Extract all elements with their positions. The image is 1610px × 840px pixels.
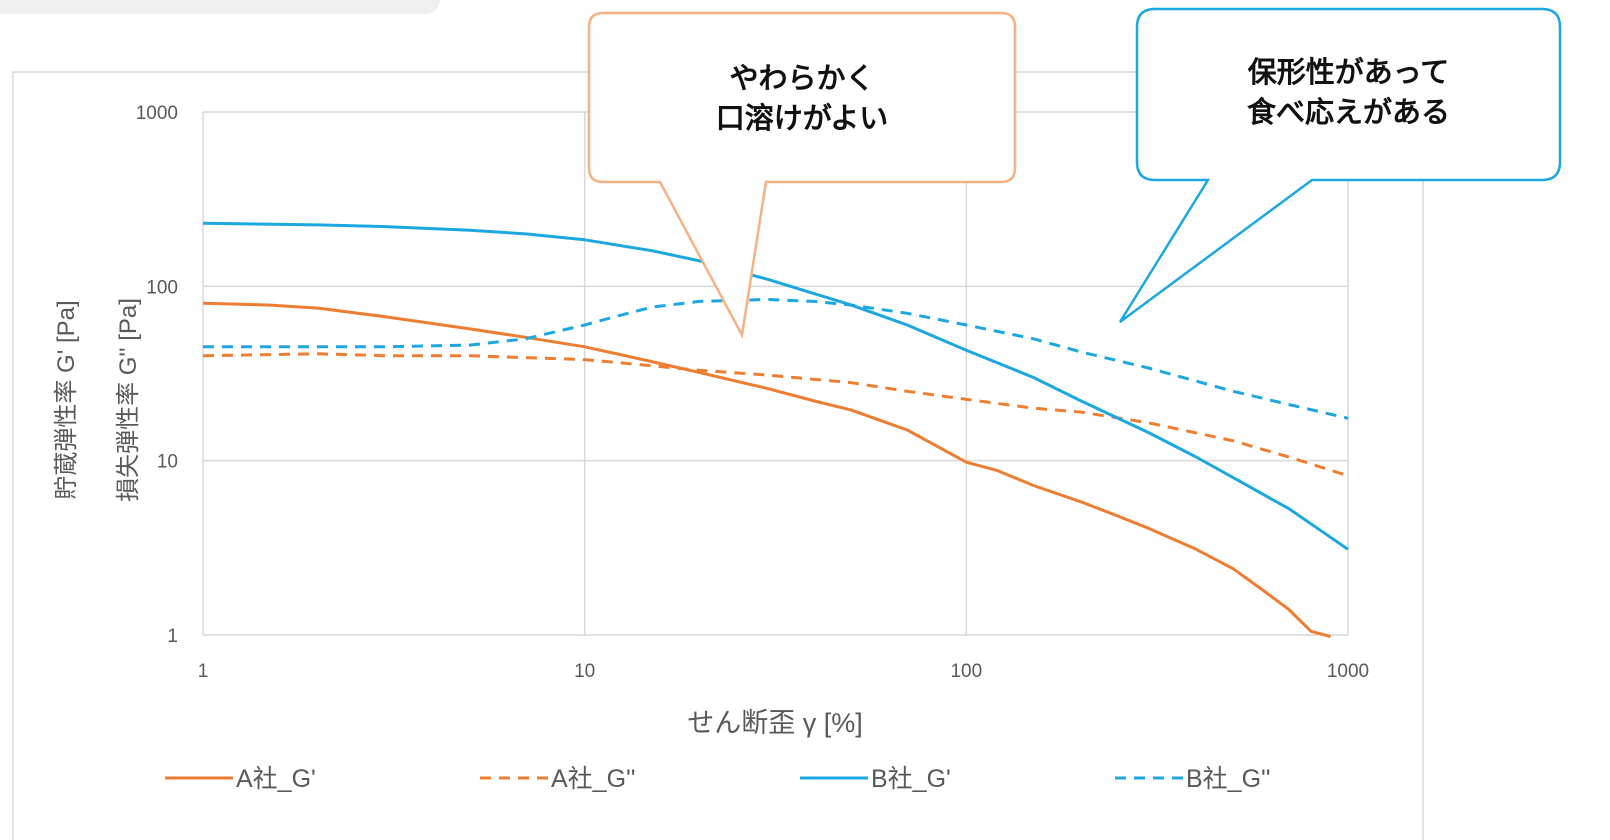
callout-a-line1: やわらかく [729,61,875,95]
axes: 1 10 100 1000 1 10 100 1000 [136,103,1369,682]
x-axis-label: せん断歪 γ [%] [687,708,863,738]
series-layer [202,221,1349,638]
x-tick-label: 1000 [1327,661,1369,682]
callout-b-shape [1118,7,1562,324]
y-axis-label-storage: 貯蔵弾性率 G' [Pa] [53,300,80,499]
callout-b-text: 保形性があって 食べ応えがある [1137,52,1560,132]
y-tick-label: 1000 [136,103,178,124]
y-axis-label-loss: 損失弾性率 G'' [Pa] [115,298,142,502]
series-line-2 [202,352,1349,478]
y-tick-label: 10 [157,452,178,473]
chart-frame [12,71,1424,840]
callout-a-shape [587,11,1017,339]
y-tick-label: 1 [167,626,178,647]
legend: A社_G' A社_G'' B社_G' B社_G'' [165,765,1271,793]
series-line-1 [202,301,1331,638]
top-tab-bar [0,0,440,14]
callout-b-line2: 食べ応えがある [1246,95,1450,129]
callout-a-text: やわらかく 口溶けがよい [589,58,1015,138]
x-tick-label: 100 [950,661,982,682]
callout-a-line2: 口溶けがよい [715,101,889,135]
legend-label-3: B社_G' [871,765,951,793]
series-line-4 [203,298,1349,420]
legend-label-1: A社_G' [236,765,316,793]
x-tick-label: 1 [198,661,209,682]
legend-label-4: B社_G'' [1186,765,1271,793]
callout-b-line1: 保形性があって [1247,55,1450,89]
y-tick-label: 100 [146,277,178,298]
x-tick-label: 10 [574,661,595,682]
legend-label-2: A社_G'' [551,765,636,793]
